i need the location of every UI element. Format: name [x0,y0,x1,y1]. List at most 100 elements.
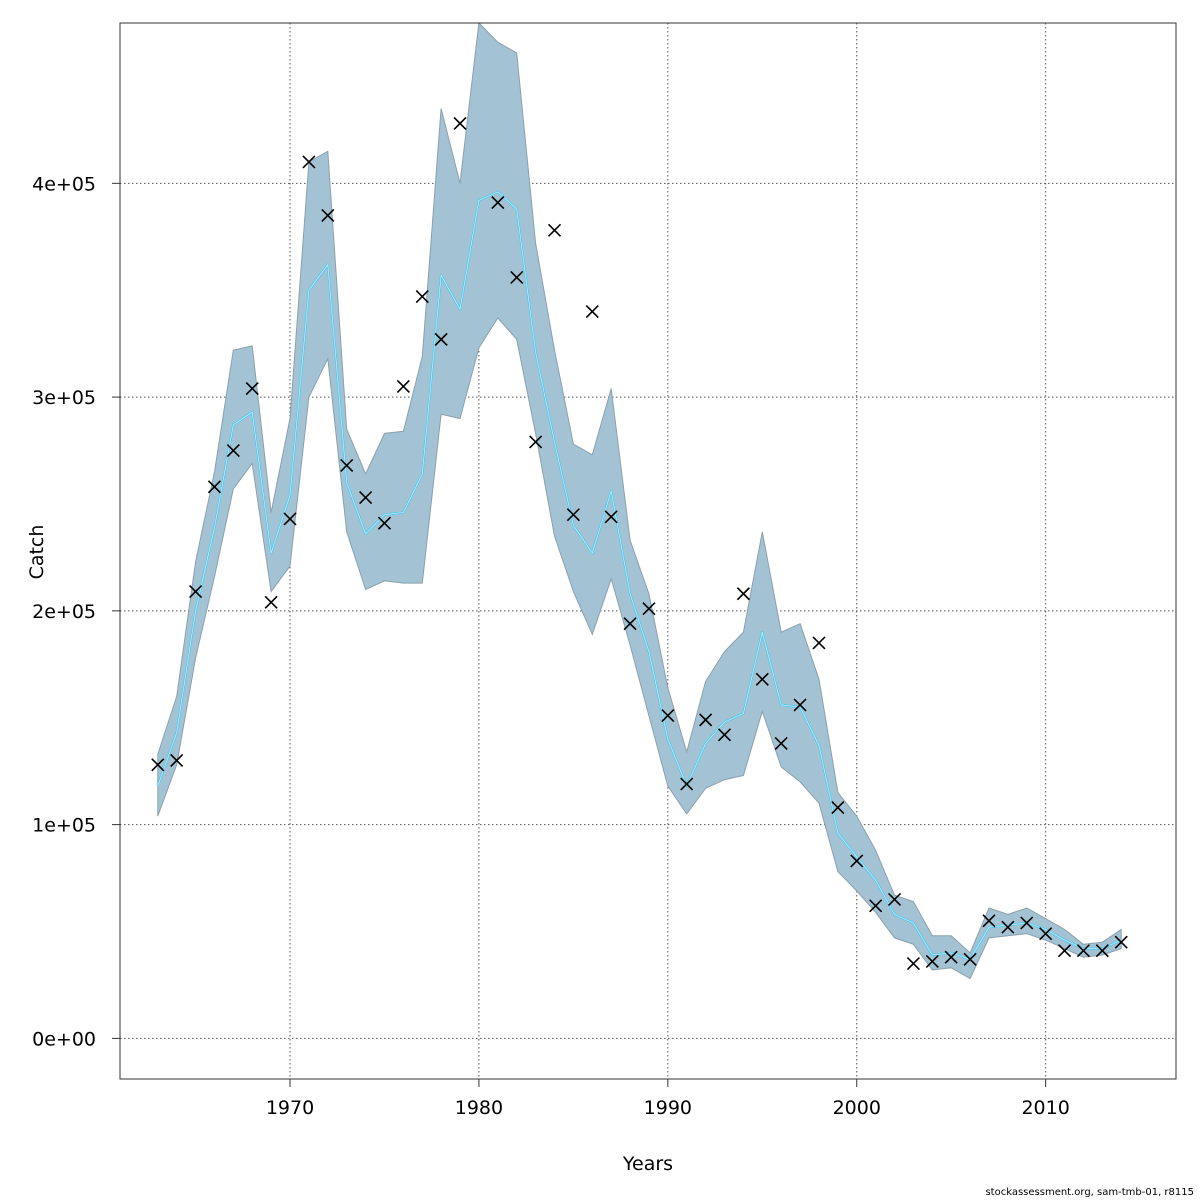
observed-marker-stroke [170,753,184,768]
observed-marker-stroke [510,270,524,284]
observed-marker-stroke [812,636,826,650]
observed-marker [566,508,580,522]
observed-marker [1001,920,1015,934]
confidence-band-layer [157,21,1122,980]
observed-marker-stroke [642,602,656,616]
observed-marker [396,379,410,393]
observed-marker [529,435,543,449]
observed-marker [340,458,354,473]
observed-marker [642,602,656,616]
observed-marker-stroke [1039,927,1053,941]
observed-marker-stroke [699,713,713,727]
observed-marker-stroke [377,516,392,530]
observed-marker [434,332,448,346]
confidence-band [157,21,1122,980]
observed-marker-stroke [623,617,637,631]
observed-marker [869,899,883,913]
plot-frame [119,22,1177,1080]
observed-marker [906,957,920,971]
observed-marker [264,595,278,609]
observed-marker-stroke [680,777,694,791]
observed-marker [547,223,562,237]
observed-marker [245,381,259,396]
observed-marker-stroke [774,736,788,750]
observed-marker [377,516,392,530]
observed-marker [1095,944,1109,958]
observed-marker [1076,944,1091,958]
observed-marker-stroke [453,116,467,131]
x-axis-title: Years [622,1153,673,1175]
observed-marker [510,270,524,284]
observed-marker-stroke [604,510,618,524]
observed-marker-stroke [982,914,996,928]
observed-marker-stroke [850,854,864,868]
estimate-line-layer [156,190,1122,961]
observed-marker [982,914,996,928]
observed-marker-stroke [434,332,448,346]
observed-marker-stroke [1095,944,1109,958]
observed-marker [831,800,845,815]
observed-marker [680,777,694,791]
observed-marker-stroke [529,435,543,449]
observed-marker-stroke [415,290,429,304]
observed-marker [604,510,618,524]
observed-marker-stroke [1076,944,1091,958]
x-axis-ticks: 1970 1980 1990 2000 2010 [266,1079,1070,1119]
x-tick-label: 1990 [644,1097,692,1119]
observed-marker [491,195,505,210]
observed-marker [850,854,864,868]
observed-marker-stroke [736,587,750,601]
observed-marker-stroke [264,595,278,609]
observed-marker [736,587,750,601]
observed-marker-stroke [245,381,259,396]
observed-marker-stroke [585,305,599,319]
observed-marker-stroke [661,709,675,723]
observed-marker-stroke [226,443,240,458]
observed-marker [302,155,316,169]
observed-marker [717,728,732,742]
observed-marker [755,672,769,686]
observed-marker [1057,944,1072,958]
x-tick-label: 1970 [266,1097,314,1119]
x-tick-label: 1980 [455,1097,503,1119]
observed-marker [453,116,467,131]
observed-markers [151,116,1128,971]
observed-marker [170,753,184,768]
y-axis-ticks: 0e+00 1e+05 2e+05 3e+05 4e+05 [32,173,120,1050]
observed-marker-stroke [887,892,902,907]
x-tick-label: 2010 [1021,1097,1069,1119]
observed-marker-stroke [188,585,203,599]
observed-marker-stroke [1020,916,1034,930]
y-tick-label: 4e+05 [32,173,96,195]
observed-marker-stroke [1001,920,1015,934]
observed-marker [887,892,902,907]
observed-marker [944,950,958,964]
observed-marker [699,713,713,727]
observed-marker-stroke [717,728,732,742]
observed-marker-stroke [340,458,354,473]
observed-marker-stroke [321,208,335,222]
observed-marker-stroke [1114,935,1128,949]
observed-marker-stroke [302,155,316,169]
observed-marker [585,305,599,319]
observed-marker [925,954,939,968]
y-tick-label: 1e+05 [32,815,96,837]
observed-marker [359,490,373,505]
observed-marker [793,698,807,712]
observed-marker-stroke [283,512,297,526]
observed-marker-stroke [491,195,505,210]
observed-marker [661,709,675,723]
observed-marker [774,736,788,750]
estimate-line-highlight [157,191,1122,960]
observed-marker-stroke [755,672,769,686]
observed-marker [1020,916,1034,930]
observed-marker [207,480,222,494]
observed-marker-stroke [963,952,977,966]
footer-credit: stockassessment.org, sam-tmb-01, r8115 [985,1187,1194,1198]
observed-marker-stroke [944,950,958,964]
observed-marker [151,758,165,772]
observed-marker [226,443,240,458]
observed-marker-stroke [547,223,562,237]
y-tick-label: 2e+05 [32,601,96,623]
